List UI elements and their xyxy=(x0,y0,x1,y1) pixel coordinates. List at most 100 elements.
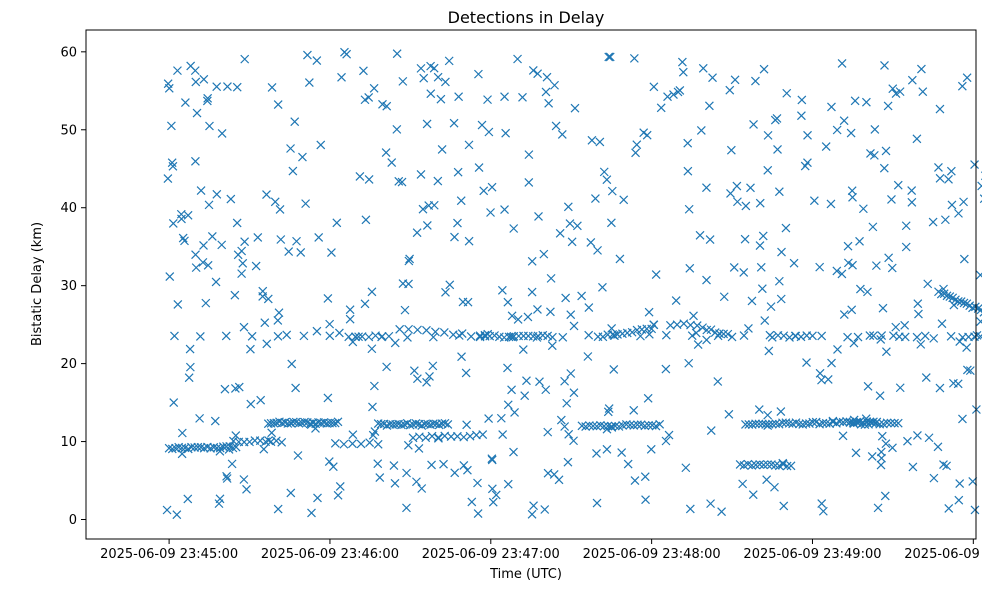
data-point xyxy=(850,96,860,106)
data-point xyxy=(414,443,424,453)
data-point xyxy=(296,247,306,257)
data-point xyxy=(751,460,761,470)
data-point xyxy=(203,260,213,270)
data-point xyxy=(540,505,550,514)
data-point xyxy=(543,468,553,478)
data-point xyxy=(821,142,831,152)
data-point xyxy=(702,335,711,345)
data-point xyxy=(354,332,364,342)
data-point xyxy=(968,476,978,486)
data-point xyxy=(881,347,891,357)
data-point xyxy=(566,369,576,378)
data-point xyxy=(851,448,861,458)
data-point xyxy=(246,399,256,409)
data-point xyxy=(877,431,887,441)
data-point xyxy=(777,247,786,257)
data-point xyxy=(615,254,625,264)
data-point xyxy=(916,64,926,74)
data-point xyxy=(291,383,301,393)
data-point xyxy=(609,330,619,340)
data-point xyxy=(894,332,904,342)
data-point xyxy=(443,420,453,429)
data-point xyxy=(199,74,209,84)
data-point xyxy=(719,329,729,339)
data-point xyxy=(605,52,615,62)
data-point xyxy=(397,177,407,187)
data-point xyxy=(913,431,922,440)
data-point xyxy=(426,61,436,71)
x-tick-label: 2025-06-09 23:46:00 xyxy=(261,547,399,562)
data-point xyxy=(541,87,551,97)
data-point xyxy=(273,100,283,109)
data-point xyxy=(246,344,255,354)
data-point xyxy=(818,506,828,516)
data-point xyxy=(953,297,963,306)
data-point xyxy=(286,418,296,428)
data-point xyxy=(663,92,672,102)
data-point xyxy=(908,462,918,472)
data-point xyxy=(629,53,639,63)
data-point xyxy=(445,280,455,290)
data-point xyxy=(955,479,965,489)
data-point xyxy=(719,292,729,302)
data-point xyxy=(757,284,767,294)
data-point xyxy=(221,331,231,341)
data-point xyxy=(522,376,531,386)
data-point xyxy=(759,64,769,74)
data-point xyxy=(313,493,322,503)
data-point xyxy=(678,67,688,77)
data-point xyxy=(422,119,432,129)
data-point xyxy=(664,430,674,440)
data-point xyxy=(887,195,896,204)
data-point xyxy=(339,439,349,449)
data-point xyxy=(817,499,827,509)
data-point xyxy=(739,331,749,340)
data-point xyxy=(725,85,735,95)
data-point xyxy=(853,332,863,342)
data-point xyxy=(258,292,268,301)
data-point xyxy=(755,198,765,208)
data-point xyxy=(561,293,571,303)
data-point xyxy=(180,98,190,108)
data-point xyxy=(501,128,511,138)
data-point xyxy=(761,419,771,429)
data-point xyxy=(681,463,691,473)
data-point xyxy=(546,273,556,283)
data-point xyxy=(837,59,847,68)
data-point xyxy=(861,414,871,424)
data-point xyxy=(796,111,806,121)
data-point xyxy=(584,303,594,312)
data-point xyxy=(803,158,812,168)
x-tick-label: 2025-06-09 23:48:00 xyxy=(583,547,721,562)
data-point xyxy=(643,393,653,403)
data-point xyxy=(523,312,533,322)
data-point xyxy=(893,418,903,428)
data-point xyxy=(335,482,345,491)
data-point xyxy=(450,468,460,478)
data-point xyxy=(766,302,776,312)
data-point xyxy=(323,294,333,303)
data-point xyxy=(696,126,706,135)
data-point xyxy=(427,460,436,470)
data-point xyxy=(649,320,659,330)
data-point xyxy=(364,332,374,342)
data-point xyxy=(392,124,402,134)
data-point xyxy=(702,275,711,285)
y-tick-label: 30 xyxy=(60,279,77,294)
data-point xyxy=(382,362,392,372)
data-point xyxy=(839,310,849,319)
data-point xyxy=(204,200,214,210)
data-point xyxy=(560,376,570,386)
data-point xyxy=(360,299,370,309)
data-point xyxy=(684,358,694,368)
data-point xyxy=(691,328,701,338)
data-point xyxy=(240,237,250,247)
data-point xyxy=(528,66,538,75)
data-point xyxy=(412,374,422,384)
data-point xyxy=(405,420,415,430)
data-point xyxy=(473,69,483,79)
data-point xyxy=(847,186,857,196)
data-point xyxy=(873,503,883,513)
data-point xyxy=(477,120,487,130)
data-point xyxy=(187,442,196,452)
